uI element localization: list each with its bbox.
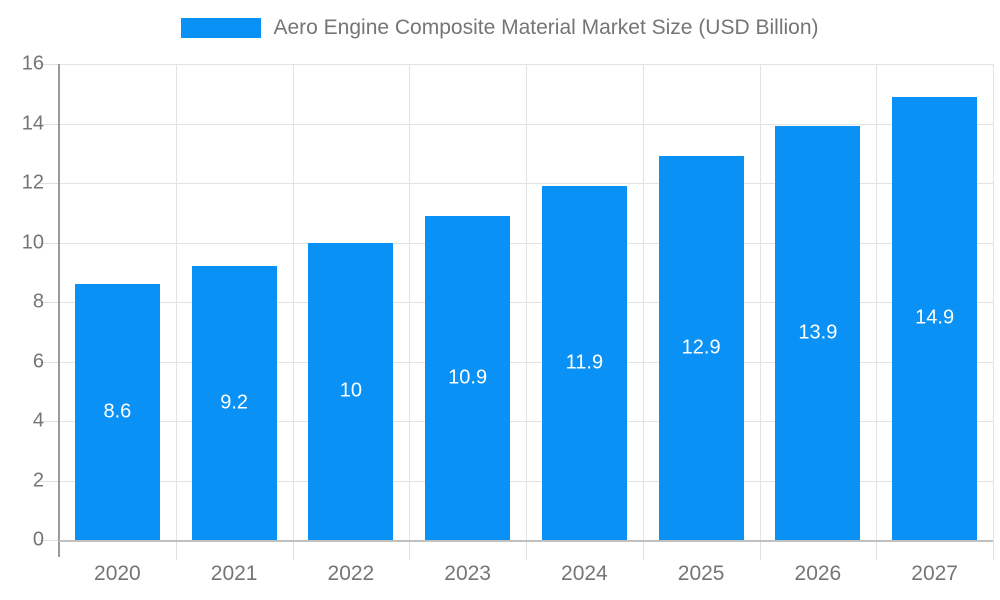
x-tick-label: 2020	[94, 562, 141, 585]
bar-value-label: 12.9	[681, 336, 721, 359]
gridline-vertical	[409, 64, 411, 540]
y-axis-tick	[39, 242, 59, 244]
bar-value-label: 10.9	[448, 366, 488, 389]
y-axis-tick	[39, 421, 59, 422]
gridline-vertical	[642, 64, 644, 540]
bar[interactable]	[541, 185, 627, 540]
legend-swatch	[181, 18, 262, 38]
x-tick-label: 2022	[327, 562, 375, 585]
y-axis-tick	[39, 183, 59, 184]
y-axis-tick	[39, 361, 59, 363]
gridline-vertical	[993, 64, 994, 540]
bar[interactable]	[191, 266, 277, 540]
bar[interactable]	[775, 126, 861, 540]
y-tick-label: 10	[21, 231, 44, 253]
bar-value-label: 13.9	[798, 321, 838, 344]
x-tick-label: 2023	[444, 562, 491, 585]
x-axis-tick	[759, 540, 761, 560]
x-tick-label: 2021	[210, 562, 258, 585]
bar-value-label: 10	[339, 379, 362, 402]
y-axis-tick	[39, 480, 59, 482]
gridline-vertical	[526, 64, 527, 540]
bar[interactable]	[308, 242, 394, 540]
gridline-vertical	[292, 64, 294, 540]
x-tick-label: 2024	[561, 562, 608, 585]
y-tick-label: 8	[32, 290, 44, 313]
y-axis-line	[58, 64, 60, 557]
bar[interactable]	[658, 156, 744, 540]
x-axis-tick	[642, 540, 644, 560]
bar-value-label: 9.2	[220, 391, 249, 414]
x-axis-tick	[876, 540, 878, 560]
bar[interactable]	[892, 96, 978, 540]
x-tick-label: 2026	[794, 562, 842, 585]
x-axis-tick	[526, 540, 527, 560]
bar-value-label: 14.9	[915, 306, 955, 329]
y-axis-tick	[39, 302, 59, 303]
gridline-vertical	[876, 64, 878, 540]
y-axis-tick	[39, 123, 59, 125]
y-tick-label: 14	[21, 112, 44, 134]
x-axis-line	[59, 540, 993, 542]
x-tick-label: 2025	[677, 562, 725, 585]
y-tick-label: 2	[32, 469, 44, 491]
gridline-vertical	[175, 64, 177, 540]
gridline-vertical	[759, 64, 761, 540]
y-tick-label: 4	[32, 409, 44, 432]
x-axis-tick	[292, 540, 294, 560]
y-axis-tick	[39, 540, 59, 541]
bar-value-label: 8.6	[103, 400, 132, 423]
y-tick-label: 6	[32, 350, 44, 372]
x-axis-tick	[175, 540, 177, 560]
bar-value-label: 11.9	[565, 351, 604, 374]
x-tick-label: 2027	[911, 562, 958, 585]
bar[interactable]	[425, 215, 511, 540]
x-axis-tick	[993, 540, 994, 560]
x-axis-tick	[409, 540, 411, 560]
legend-label: Aero Engine Composite Material Market Si…	[273, 16, 819, 39]
bar[interactable]	[74, 284, 160, 540]
y-axis-tick	[39, 64, 59, 65]
legend[interactable]: Aero Engine Composite Material Market Si…	[0, 16, 1000, 40]
y-tick-label: 0	[32, 528, 44, 551]
y-tick-label: 12	[21, 171, 44, 194]
y-tick-label: 16	[21, 52, 44, 75]
